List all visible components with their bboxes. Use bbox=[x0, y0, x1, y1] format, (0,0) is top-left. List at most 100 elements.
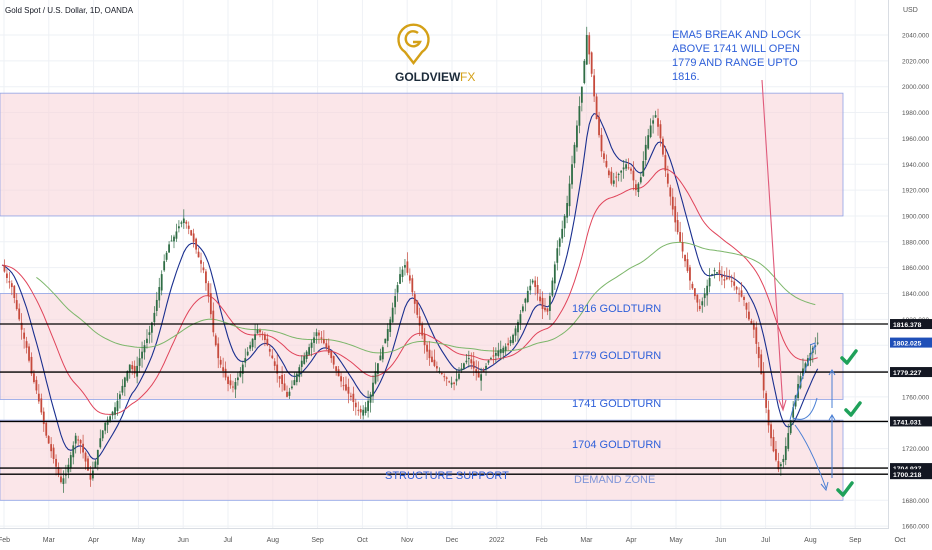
candle-body bbox=[60, 476, 62, 483]
candle-body bbox=[775, 449, 777, 461]
logo-g-mark bbox=[404, 30, 422, 48]
candle-body bbox=[180, 222, 183, 224]
candle-body bbox=[268, 349, 271, 352]
candle-body bbox=[659, 124, 662, 139]
price-tick-label: 2020.000 bbox=[902, 58, 929, 65]
candle-body bbox=[369, 394, 372, 403]
price-tag-box bbox=[890, 463, 932, 474]
price-axis[interactable]: USD bbox=[888, 0, 932, 528]
candle-body bbox=[35, 379, 38, 391]
candle-body bbox=[354, 402, 357, 408]
candle-body bbox=[580, 86, 583, 103]
candle-body bbox=[185, 221, 188, 224]
candle-body bbox=[740, 290, 743, 297]
candle-body bbox=[755, 327, 758, 344]
time-axis-label: Jul bbox=[224, 537, 233, 544]
candle-body bbox=[337, 369, 340, 377]
candle-body bbox=[445, 377, 448, 379]
candle-body bbox=[205, 271, 207, 284]
candle-body bbox=[480, 374, 483, 381]
check-icon bbox=[840, 349, 858, 365]
range-arrowhead-icon bbox=[828, 414, 836, 421]
candle-body bbox=[207, 283, 210, 297]
candle-body bbox=[549, 296, 551, 311]
candle-body bbox=[379, 355, 382, 361]
candle-body bbox=[426, 344, 428, 352]
candle-body bbox=[217, 343, 220, 359]
candle-body bbox=[784, 446, 787, 460]
price-tick-label: 1760.000 bbox=[902, 394, 929, 401]
time-axis-labels: Feb Mar Apr May Jun Jul Aug Sep Oct Nov Dec 2022 Feb… bbox=[0, 537, 905, 544]
time-axis-label: May bbox=[669, 537, 683, 544]
candle-body bbox=[507, 343, 510, 346]
candle-body bbox=[664, 155, 667, 171]
candle-body bbox=[600, 134, 603, 152]
candle-body bbox=[146, 338, 148, 343]
candle-body bbox=[767, 409, 770, 426]
projection-arrow-down bbox=[794, 424, 827, 489]
candle-body bbox=[701, 301, 704, 306]
candle-body bbox=[291, 386, 293, 389]
time-axis-label: Aug bbox=[267, 537, 280, 544]
candle-body bbox=[94, 461, 97, 469]
candle-body bbox=[679, 232, 682, 242]
candle-body bbox=[352, 393, 355, 403]
candle-body bbox=[173, 236, 175, 242]
candle-body bbox=[566, 203, 569, 218]
candle-body bbox=[787, 433, 790, 449]
candle-body bbox=[89, 473, 92, 480]
candle-body bbox=[234, 382, 237, 390]
candle-body bbox=[128, 364, 131, 373]
candle-body bbox=[111, 411, 114, 416]
candle-body bbox=[593, 75, 596, 97]
candle-body bbox=[195, 238, 198, 250]
candle-body bbox=[155, 299, 158, 311]
candle-body bbox=[541, 297, 544, 310]
time-axis-label: May bbox=[132, 537, 146, 544]
candle-body bbox=[229, 380, 232, 386]
candle-body bbox=[266, 338, 269, 346]
price-tick-label: 1720.000 bbox=[902, 446, 929, 453]
candle-body bbox=[362, 409, 365, 416]
candle-body bbox=[116, 400, 119, 412]
candle-body bbox=[18, 308, 21, 320]
structure-support-label: STRUCTURE SUPPORT bbox=[385, 470, 509, 482]
time-axis-label: Feb bbox=[536, 537, 548, 544]
candle-body bbox=[126, 371, 129, 381]
candle-body bbox=[470, 359, 473, 364]
time-axis-label: Jun bbox=[178, 537, 189, 544]
price-tag-label: 1741.031 bbox=[893, 419, 922, 426]
candle-body bbox=[691, 283, 694, 289]
candle-body bbox=[804, 363, 807, 372]
candle-body bbox=[239, 371, 242, 377]
candle-body bbox=[96, 449, 99, 465]
level-label-1816: 1816 GOLDTURN bbox=[572, 303, 661, 315]
candle-body bbox=[101, 430, 104, 439]
candle-body bbox=[357, 409, 360, 411]
candle-body bbox=[224, 368, 227, 378]
price-tag-label: 1700.218 bbox=[893, 472, 922, 479]
candle-body bbox=[748, 311, 750, 320]
candle-body bbox=[79, 440, 82, 444]
candle-body bbox=[607, 170, 610, 176]
candle-body bbox=[546, 308, 549, 312]
candle-body bbox=[743, 296, 745, 300]
level-label-1779: 1779 GOLDTURN bbox=[572, 350, 661, 362]
candle-body bbox=[698, 306, 701, 310]
range-arrowhead-icon bbox=[828, 369, 836, 376]
ema-short-line bbox=[1, 112, 819, 460]
candle-body bbox=[406, 261, 409, 273]
candle-body bbox=[772, 437, 775, 452]
candle-body bbox=[706, 285, 709, 296]
candle-body bbox=[556, 248, 559, 263]
candle-body bbox=[52, 447, 55, 459]
candle-body bbox=[315, 332, 318, 337]
candle-body bbox=[401, 269, 404, 277]
candle-body bbox=[367, 400, 369, 412]
candle-body bbox=[345, 384, 347, 391]
candle-body bbox=[364, 407, 367, 414]
candle-body bbox=[686, 259, 689, 271]
price-tag-box bbox=[890, 367, 932, 378]
candle-body bbox=[534, 280, 537, 288]
